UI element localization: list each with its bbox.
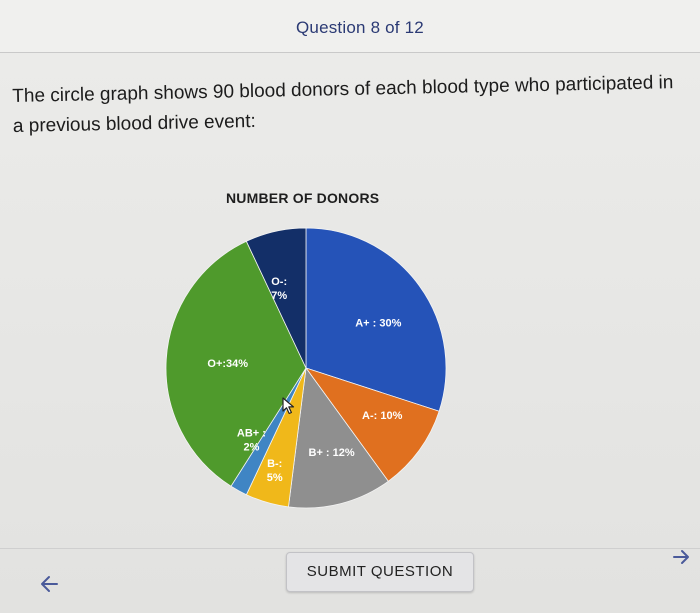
pie-slice-apos: [305, 227, 447, 412]
pie-label-oneg: O-: 7%: [271, 276, 287, 302]
back-button[interactable]: [28, 562, 72, 602]
pie-label-bpos: B+ : 12%: [309, 447, 355, 459]
footer-divider: [0, 548, 700, 549]
next-button[interactable]: [664, 538, 700, 574]
pie-label-aneg: A-: 10%: [362, 410, 403, 422]
pie-slice-oneg: [245, 227, 307, 369]
pie-label-opos: O+:34%: [207, 358, 248, 370]
pie-slice-aneg: [304, 367, 440, 482]
pie-slice-bpos: [288, 366, 389, 509]
pie-slice-opos: [165, 240, 307, 487]
arrow-right-icon: [673, 550, 689, 565]
pie-label-bneg: B-: 5%: [267, 458, 283, 484]
pie-label-apos: A+ : 30%: [355, 318, 401, 330]
chart-title: NUMBER OF DONORS: [226, 190, 380, 206]
mouse-cursor-icon: [282, 397, 295, 415]
pie-label-abpos: AB+ :2%: [237, 427, 266, 453]
arrow-left-icon: [41, 576, 58, 593]
submit-question-button[interactable]: SUBMIT QUESTION: [286, 552, 474, 592]
question-counter: Question 8 of 12: [296, 18, 424, 37]
question-header: Question 8 of 12: [0, 0, 700, 53]
